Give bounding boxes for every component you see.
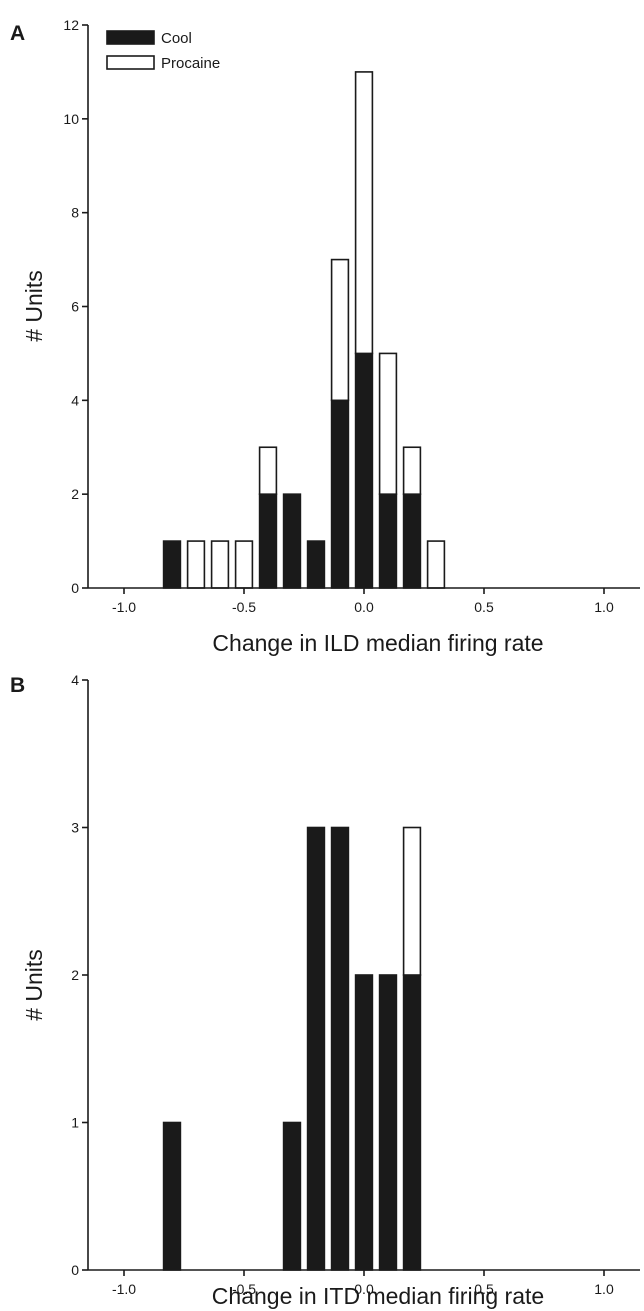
panel-a-bar-cool-10 xyxy=(402,493,422,589)
panel-b-bar-cool-5 xyxy=(378,974,398,1271)
panel-a-bar-cool-9 xyxy=(378,493,398,589)
panel-a-bar-procaine-9 xyxy=(378,352,398,495)
panel-b-bars xyxy=(162,826,422,1271)
panel-a-x-axis-title: Change in ILD median firing rate xyxy=(212,630,543,656)
panel-a-y-tick-label: 4 xyxy=(71,392,79,408)
panel-a-x-tick-label: 0.5 xyxy=(474,599,494,615)
legend-label-cool: Cool xyxy=(161,30,192,47)
panel-b-bar-cool-0 xyxy=(162,1121,182,1271)
panel-a-bars xyxy=(162,71,446,589)
panel-b-y-tick-label: 3 xyxy=(71,820,79,836)
panel-a-bar-procaine-8 xyxy=(354,71,374,355)
panel-a-y-tick-label: 10 xyxy=(63,111,79,127)
panel-a-x-tick-label: -0.5 xyxy=(232,599,256,615)
panel-a-y-tick-label: 2 xyxy=(71,486,79,502)
panel-a-bar-cool-5 xyxy=(282,493,302,589)
panel-b-x-tick-label: -0.5 xyxy=(232,1281,256,1297)
panel-b-y-tick-label: 0 xyxy=(71,1262,79,1278)
panel-a-bar-procaine-3 xyxy=(234,540,254,589)
panel-b-bar-cool-6 xyxy=(402,974,422,1271)
panel-b-x-axis-title: Change in ITD median firing rate xyxy=(212,1283,544,1309)
panel-b-y-tick-label: 4 xyxy=(71,672,79,688)
panel-a-bar-cool-0 xyxy=(162,540,182,589)
panel-a-bar-procaine-7 xyxy=(330,258,350,402)
panel-a-x-tick-label: 1.0 xyxy=(594,599,614,615)
panel-a-bar-procaine-11 xyxy=(426,540,446,589)
panel-a-bar-cool-8 xyxy=(354,352,374,589)
legend-swatch-cool xyxy=(106,30,155,45)
panel-a-x-tick-label: -1.0 xyxy=(112,599,136,615)
panel-a-legend: Cool Procaine xyxy=(106,30,220,72)
panel-b-itd-histogram: B 0 1 2 3 4 -1.0 -0.5 0.0 0.5 1.0 Change in ITD m… xyxy=(10,672,640,1309)
panel-a-bar-procaine-4 xyxy=(258,446,278,495)
panel-a-bar-procaine-1 xyxy=(186,540,206,589)
legend-swatch-procaine xyxy=(106,55,155,70)
panel-a-bar-procaine-2 xyxy=(210,540,230,589)
panel-a-y-tick-label: 6 xyxy=(71,299,79,315)
panel-b-bar-cool-2 xyxy=(306,826,326,1271)
panel-a-y-axis-title: # Units xyxy=(21,270,47,342)
panel-b-x-tick-label: -1.0 xyxy=(112,1281,136,1297)
panel-a-x-tick-label: 0.0 xyxy=(354,599,374,615)
panel-b-axes: 0 1 2 3 4 -1.0 -0.5 0.0 0.5 1.0 xyxy=(71,672,640,1297)
panel-b-bar-cool-1 xyxy=(282,1121,302,1271)
panel-b-x-tick-label: 1.0 xyxy=(594,1281,614,1297)
panel-b-x-tick-label: 0.0 xyxy=(354,1281,374,1297)
legend-label-procaine: Procaine xyxy=(161,55,220,72)
panel-a-label: A xyxy=(10,22,25,45)
panel-a-y-tick-label: 8 xyxy=(71,205,79,221)
panel-b-y-axis-title: # Units xyxy=(21,949,47,1021)
panel-a-ild-histogram: A 0 2 4 6 8 10 12 -1.0 -0.5 0.0 0.5 1.0 Cool Procai… xyxy=(10,17,640,656)
panel-a-y-tick-label: 0 xyxy=(71,580,79,596)
panel-a-y-tick-label: 12 xyxy=(63,17,79,33)
panel-a-axes: 0 2 4 6 8 10 12 -1.0 -0.5 0.0 0.5 1.0 xyxy=(63,17,640,615)
panel-b-y-tick-label: 2 xyxy=(71,967,79,983)
panel-b-x-tick-label: 0.5 xyxy=(474,1281,494,1297)
panel-a-bar-procaine-10 xyxy=(402,446,422,495)
panel-b-bar-cool-4 xyxy=(354,974,374,1271)
panel-a-bar-cool-6 xyxy=(306,540,326,589)
panel-b-label: B xyxy=(10,674,25,697)
panel-b-bar-procaine-6 xyxy=(402,826,422,976)
panel-b-bar-cool-3 xyxy=(330,826,350,1271)
panel-a-bar-cool-4 xyxy=(258,493,278,589)
panel-a-bar-cool-7 xyxy=(330,399,350,589)
panel-b-y-tick-label: 1 xyxy=(71,1115,79,1131)
